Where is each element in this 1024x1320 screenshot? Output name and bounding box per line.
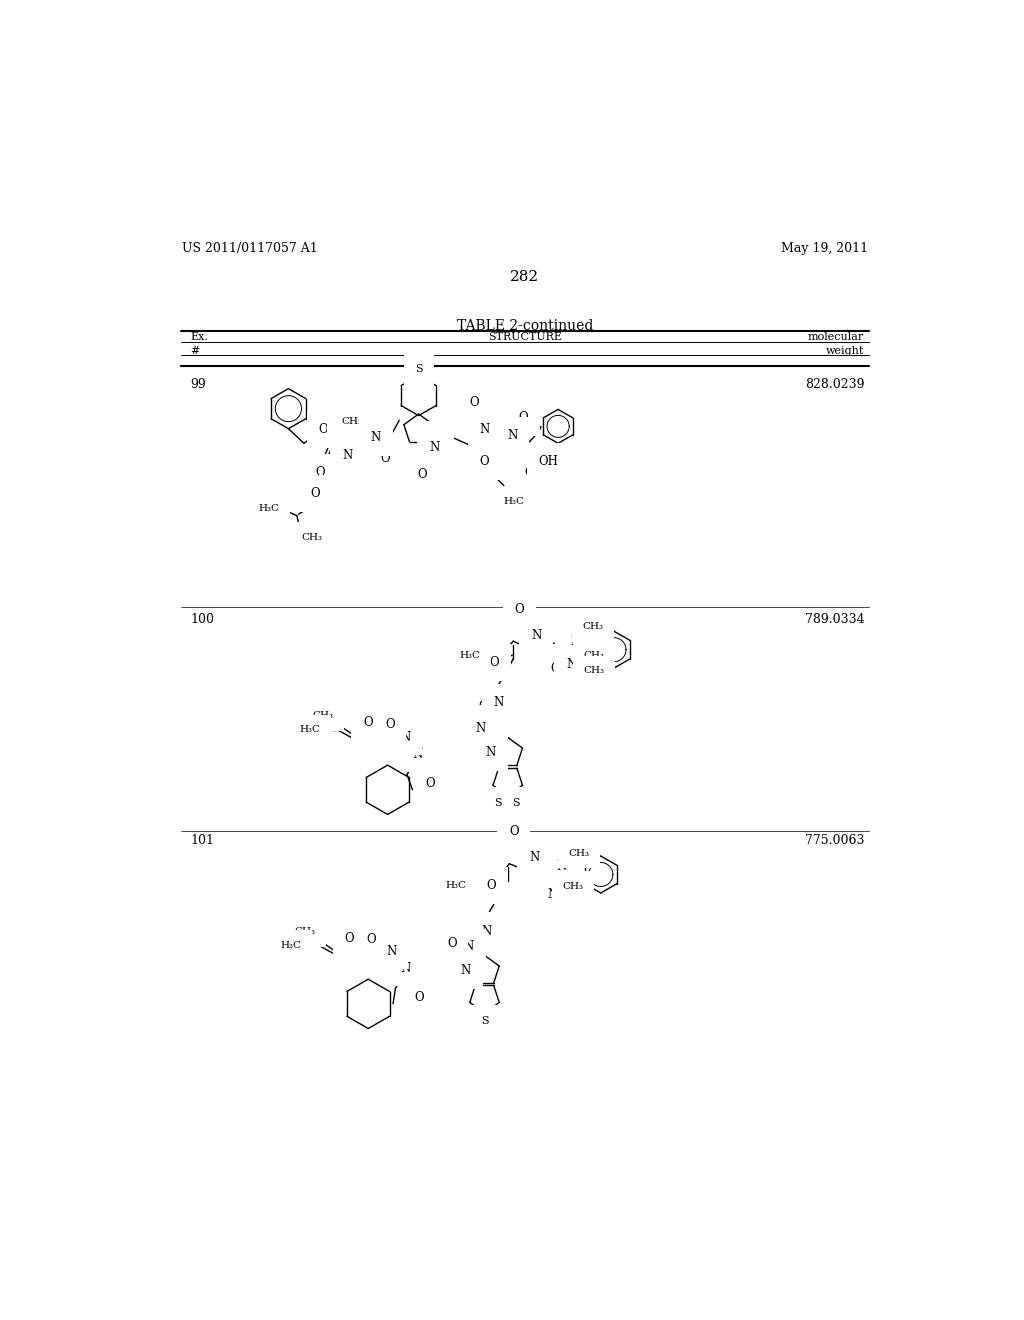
Text: 282: 282 <box>510 271 540 284</box>
Text: N: N <box>494 696 504 709</box>
Text: O: O <box>318 422 328 436</box>
Text: O: O <box>537 887 546 900</box>
Text: CH₃: CH₃ <box>584 651 605 660</box>
Text: S: S <box>494 799 502 808</box>
Text: O: O <box>467 717 477 730</box>
Text: N: N <box>566 657 577 671</box>
Text: O: O <box>415 991 424 1005</box>
Text: O: O <box>489 656 500 669</box>
Text: N: N <box>475 722 485 735</box>
Text: O: O <box>385 718 394 731</box>
Text: O: O <box>315 466 325 479</box>
Text: CH₃: CH₃ <box>302 533 323 541</box>
Text: N: N <box>429 441 439 454</box>
Text: S: S <box>512 799 520 808</box>
Text: US 2011/0117057 A1: US 2011/0117057 A1 <box>182 242 318 255</box>
Text: O: O <box>446 937 457 950</box>
Text: N: N <box>507 429 517 442</box>
Text: CH₃: CH₃ <box>563 882 584 891</box>
Text: H₃C: H₃C <box>460 651 480 660</box>
Text: N: N <box>386 945 396 958</box>
Text: CH₃: CH₃ <box>337 420 358 429</box>
Text: N: N <box>479 422 489 436</box>
Text: O: O <box>310 487 321 500</box>
Text: molecular: molecular <box>808 333 864 342</box>
Text: N: N <box>464 940 474 953</box>
Text: H₃C: H₃C <box>445 880 467 890</box>
Text: S: S <box>480 1016 488 1026</box>
Text: H₃C: H₃C <box>503 498 524 506</box>
Text: O: O <box>486 879 496 892</box>
Text: N: N <box>371 432 381 445</box>
Text: N: N <box>531 628 542 642</box>
Text: H₃C: H₃C <box>258 504 280 513</box>
Text: 101: 101 <box>190 834 214 847</box>
Text: N: N <box>485 746 496 759</box>
Text: O: O <box>471 924 480 937</box>
Text: O: O <box>551 663 560 675</box>
Text: CH₃: CH₃ <box>583 622 603 631</box>
Text: CH₃: CH₃ <box>337 420 358 429</box>
Text: 775.0063: 775.0063 <box>805 834 864 847</box>
Text: N: N <box>342 449 352 462</box>
Text: N: N <box>400 730 411 743</box>
Text: weight: weight <box>826 346 864 356</box>
Text: N: N <box>570 635 581 648</box>
Text: H₃C: H₃C <box>299 725 321 734</box>
Text: O: O <box>381 453 390 465</box>
Text: N: N <box>400 961 411 974</box>
Text: STRUCTURE: STRUCTURE <box>487 333 562 342</box>
Text: O: O <box>469 396 479 409</box>
Text: 100: 100 <box>190 612 214 626</box>
Text: Ex.: Ex. <box>190 333 208 342</box>
Text: O: O <box>364 717 373 730</box>
Text: N: N <box>412 747 422 760</box>
Text: O: O <box>345 932 354 945</box>
Text: CH₃: CH₃ <box>568 849 589 858</box>
Text: 99: 99 <box>190 378 206 391</box>
Text: S: S <box>435 432 443 442</box>
Text: N: N <box>461 964 471 977</box>
Text: O: O <box>518 412 528 425</box>
Text: TABLE 2-continued: TABLE 2-continued <box>457 318 593 333</box>
Text: CH₃: CH₃ <box>294 927 315 936</box>
Text: OH: OH <box>539 454 559 467</box>
Text: 789.0334: 789.0334 <box>805 612 864 626</box>
Text: N: N <box>548 888 558 902</box>
Text: O: O <box>509 825 518 838</box>
Text: O: O <box>367 933 376 945</box>
Text: O: O <box>426 777 435 791</box>
Text: O: O <box>418 469 427 480</box>
Text: O: O <box>480 455 489 469</box>
Text: CH₃: CH₃ <box>337 420 358 429</box>
Text: CH₃: CH₃ <box>341 417 362 426</box>
Text: CH₃: CH₃ <box>337 420 358 429</box>
Text: O: O <box>514 603 524 615</box>
Text: CH₃: CH₃ <box>312 711 334 721</box>
Text: #: # <box>190 346 200 356</box>
Text: H₃C: H₃C <box>281 941 302 950</box>
Text: 828.0239: 828.0239 <box>805 378 864 391</box>
Text: May 19, 2011: May 19, 2011 <box>781 242 868 255</box>
Text: O: O <box>524 466 535 479</box>
Text: S: S <box>415 364 423 374</box>
Text: N: N <box>556 859 566 873</box>
Text: O: O <box>478 701 487 714</box>
Text: N: N <box>481 925 492 939</box>
Text: N: N <box>529 851 540 865</box>
Text: CH₃: CH₃ <box>584 667 605 675</box>
